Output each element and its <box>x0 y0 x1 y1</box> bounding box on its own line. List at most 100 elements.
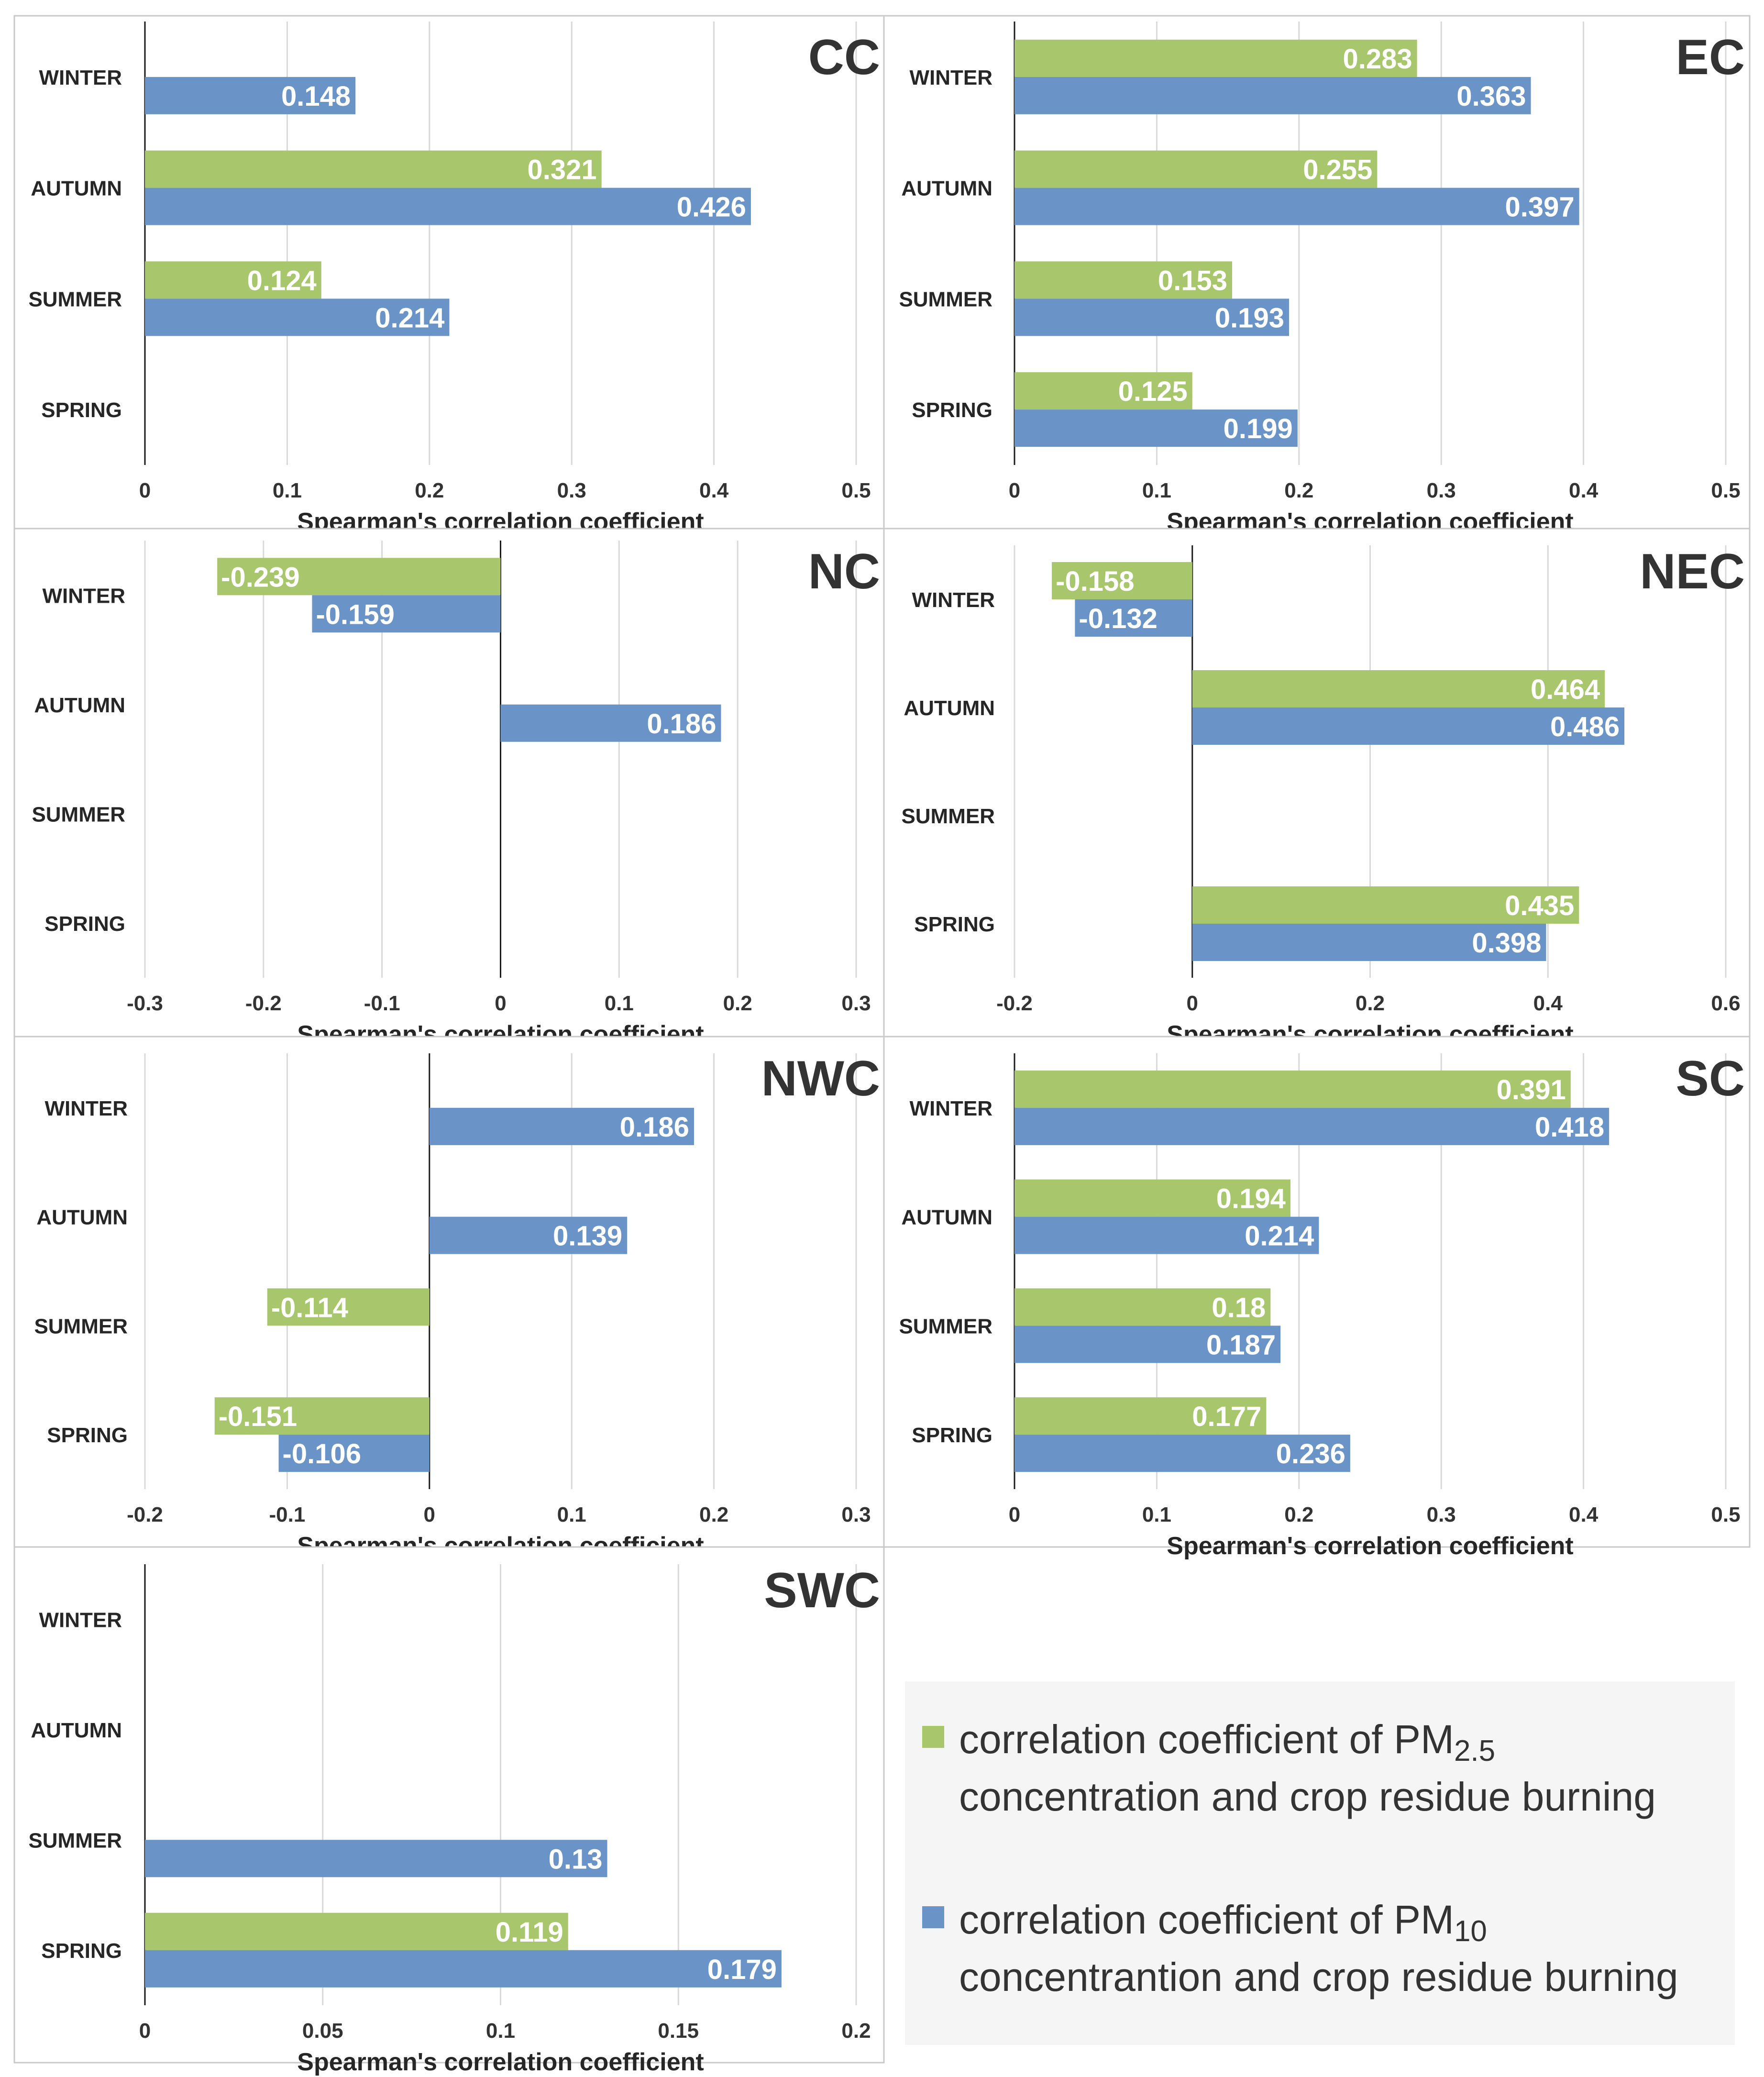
category-label-summer: SUMMER <box>899 287 992 311</box>
x-tick-label: 0 <box>139 479 151 502</box>
data-label-pm10-summer: 0.187 <box>1206 1329 1276 1360</box>
x-tick-label: 0.1 <box>605 992 634 1015</box>
data-label-pm25-autumn: 0.321 <box>527 155 596 186</box>
data-label-pm10-spring: 0.179 <box>707 1954 777 1985</box>
x-tick-label: -0.1 <box>269 1503 305 1526</box>
panel-title: NEC <box>1640 544 1745 599</box>
data-label-pm25-autumn: 0.464 <box>1531 674 1600 705</box>
panel-title: SWC <box>764 1563 880 1618</box>
x-tick-label: 0.2 <box>1284 1503 1313 1526</box>
legend-pm25-line1: correlation coefficient of PM2.5 <box>959 1717 1495 1768</box>
category-label-autumn: AUTUMN <box>901 177 992 200</box>
category-label-autumn: AUTUMN <box>904 696 995 720</box>
category-label-autumn: AUTUMN <box>34 694 125 717</box>
x-tick-label: -0.1 <box>364 992 400 1015</box>
bar-pm10-summer <box>1014 298 1289 336</box>
data-label-pm25-autumn: 0.194 <box>1216 1183 1286 1215</box>
x-tick-label: 0 <box>495 992 506 1015</box>
data-label-pm25-summer: 0.153 <box>1158 265 1227 296</box>
bar-pm25-summer <box>1014 1288 1271 1326</box>
category-label-spring: SPRING <box>912 398 992 422</box>
panel-title: EC <box>1676 30 1745 85</box>
x-tick-label: 0.6 <box>1711 992 1740 1015</box>
x-tick-label: 0.2 <box>699 1503 728 1526</box>
bar-pm10-spring <box>278 1435 430 1472</box>
x-tick-label: -0.2 <box>245 992 282 1015</box>
bar-pm25-winter <box>217 558 501 596</box>
bar-pm10-autumn <box>1192 707 1625 745</box>
bar-pm10-spring <box>1014 1435 1350 1472</box>
category-label-spring: SPRING <box>41 1939 122 1963</box>
data-label-pm10-autumn: 0.139 <box>553 1221 622 1252</box>
category-label-spring: SPRING <box>41 398 122 422</box>
panel-title: NC <box>808 544 880 599</box>
legend-box <box>905 1681 1735 2045</box>
x-tick-label: 0.4 <box>1569 1503 1599 1526</box>
x-tick-label: 0 <box>1009 479 1020 502</box>
category-label-winter: WINTER <box>912 588 995 612</box>
chart-panel-ec: 0 0.1 0.2 0.3 0.4 0.5 WINTER 0.283 0.363 AUTUMN 0.… <box>883 15 1751 536</box>
data-label-pm10-spring: -0.106 <box>283 1438 361 1469</box>
data-label-pm25-summer: 0.18 <box>1212 1292 1266 1323</box>
x-tick-label: 0.3 <box>1427 479 1456 502</box>
category-label-summer: SUMMER <box>899 1315 992 1338</box>
data-label-pm10-spring: 0.398 <box>1472 928 1541 959</box>
x-tick-label: 0.5 <box>841 479 871 502</box>
x-tick-label: 0.05 <box>302 2019 343 2043</box>
data-label-pm25-summer: -0.114 <box>271 1292 348 1323</box>
x-tick-label: 0.3 <box>557 479 586 502</box>
bar-pm10-autumn <box>1014 1216 1319 1254</box>
bar-pm10-winter <box>1014 77 1531 114</box>
x-tick-label: 0 <box>424 1503 435 1526</box>
bar-pm10-autumn <box>1014 188 1579 225</box>
category-label-winter: WINTER <box>909 66 992 89</box>
chart-panels: 0 0.1 0.2 0.3 0.4 0.5 WINTER 0.148 AUTUMN 0.321 0.… <box>13 15 1751 2076</box>
legend-pm10-line2: concentrantion and crop residue burning <box>959 1955 1678 2000</box>
bar-pm25-spring <box>1014 1397 1267 1435</box>
bar-pm10-spring <box>1014 409 1298 447</box>
x-tick-label: 0.2 <box>723 992 752 1015</box>
legend-pm10-prefix: correlation coefficient of PM <box>959 1897 1454 1942</box>
x-tick-label: -0.2 <box>996 992 1033 1015</box>
bar-pm25-autumn <box>145 150 602 188</box>
legend-pm10-subscript: 10 <box>1454 1915 1487 1948</box>
chart-panel-cc: 0 0.1 0.2 0.3 0.4 0.5 WINTER 0.148 AUTUMN 0.321 0.… <box>13 15 885 536</box>
data-label-pm25-winter: -0.239 <box>221 562 299 593</box>
data-label-pm10-winter: 0.363 <box>1456 81 1526 112</box>
bar-pm10-spring <box>145 1950 782 1988</box>
data-label-pm10-winter: 0.148 <box>281 81 351 112</box>
category-label-autumn: AUTUMN <box>36 1206 128 1229</box>
bar-pm10-winter <box>429 1107 694 1145</box>
x-tick-label: 0 <box>139 2019 151 2043</box>
data-label-pm10-spring: 0.236 <box>1276 1438 1345 1469</box>
data-label-pm25-spring: 0.119 <box>496 1917 563 1948</box>
chart-panel-nec: -0.2 0 0.2 0.4 0.6 WINTER -0.158 -0.132 AUTUMN 0.… <box>883 528 1751 1049</box>
bar-pm25-summer <box>1014 261 1233 299</box>
bar-pm25-summer <box>267 1288 430 1326</box>
panel-title: CC <box>808 30 880 85</box>
data-label-pm10-summer: 0.214 <box>375 302 444 333</box>
category-label-winter: WINTER <box>39 1608 122 1632</box>
bar-pm25-winter <box>1014 39 1417 77</box>
data-label-pm10-autumn: 0.426 <box>677 192 746 223</box>
category-label-summer: SUMMER <box>901 805 995 828</box>
x-axis-title: Spearman's correlation coefficient <box>297 2048 704 2076</box>
data-label-pm10-winter: 0.186 <box>620 1112 689 1143</box>
bar-pm25-spring <box>145 1912 568 1950</box>
data-label-pm10-spring: 0.199 <box>1224 413 1293 444</box>
x-tick-label: 0.3 <box>841 992 871 1015</box>
bar-pm25-spring <box>214 1397 430 1435</box>
bar-pm10-winter <box>1014 1107 1610 1145</box>
x-tick-label: 0.2 <box>1284 479 1313 502</box>
x-tick-label: -0.2 <box>127 1503 163 1526</box>
category-label-autumn: AUTUMN <box>31 177 122 200</box>
chart-panel-nwc: -0.2 -0.1 0 0.1 0.2 0.3 WINTER 0.186 AUTUMN 0.139… <box>13 1036 885 1560</box>
bar-pm10-winter <box>145 77 356 114</box>
data-label-pm10-winter: -0.132 <box>1079 603 1157 634</box>
bar-pm25-spring <box>1192 886 1579 924</box>
category-label-autumn: AUTUMN <box>901 1206 992 1229</box>
data-label-pm25-autumn: 0.255 <box>1303 155 1372 186</box>
legend-pm25-prefix: correlation coefficient of PM <box>959 1717 1454 1762</box>
data-label-pm10-autumn: 0.397 <box>1505 192 1575 223</box>
